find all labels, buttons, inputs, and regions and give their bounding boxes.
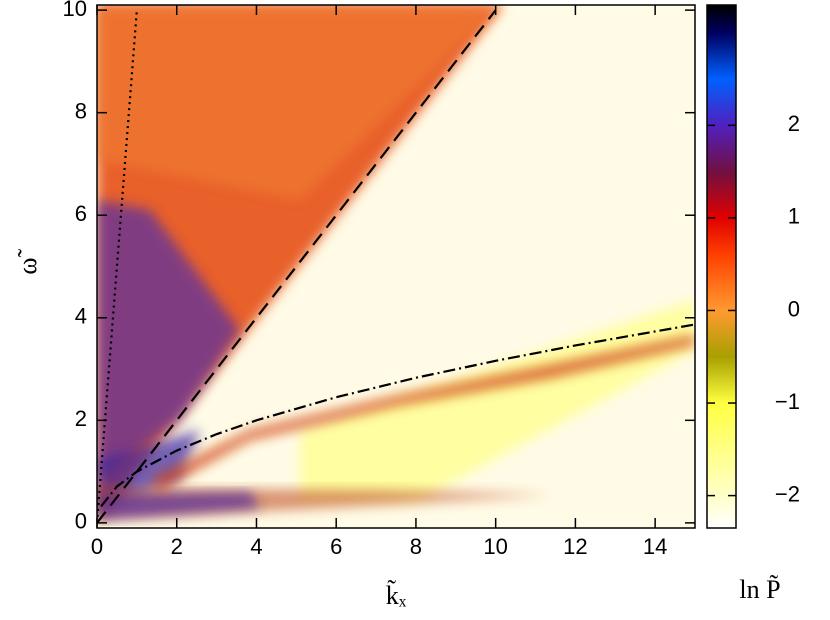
colorbar-label: ln P̃ [739, 575, 780, 604]
x-tick-label: 4 [250, 534, 262, 559]
colorbar-tick-label: 0 [788, 296, 800, 321]
x-tick-label: 6 [330, 534, 342, 559]
y-tick-label: 0 [75, 509, 87, 534]
x-tick-label: 2 [171, 534, 183, 559]
colorbar-tick-label: −1 [775, 389, 800, 414]
y-axis-label: ω̃ [13, 248, 42, 274]
colorbar [706, 4, 737, 529]
x-tick-label: 0 [91, 534, 103, 559]
x-tick-label: 8 [410, 534, 422, 559]
plot-frame [96, 4, 696, 529]
y-tick-label: 8 [75, 98, 87, 123]
heatmap-image [97, 5, 695, 528]
x-tick-label: 12 [563, 534, 587, 559]
overlay-curve [97, 10, 138, 523]
overlay-curve [100, 323, 695, 508]
y-tick-label: 10 [63, 0, 87, 21]
x-tick-label: 14 [643, 534, 667, 559]
y-tick-label: 4 [75, 304, 87, 329]
overlay-curve [97, 9, 497, 524]
y-tick-label: 2 [75, 406, 87, 431]
x-tick-label: 10 [483, 534, 507, 559]
colorbar-tick-label: 1 [788, 204, 800, 229]
colorbar-tick-label: 2 [788, 111, 800, 136]
colorbar-tick-label: −2 [775, 481, 800, 506]
x-axis-label: k̃ₓ [386, 581, 407, 610]
y-tick-label: 6 [75, 201, 87, 226]
